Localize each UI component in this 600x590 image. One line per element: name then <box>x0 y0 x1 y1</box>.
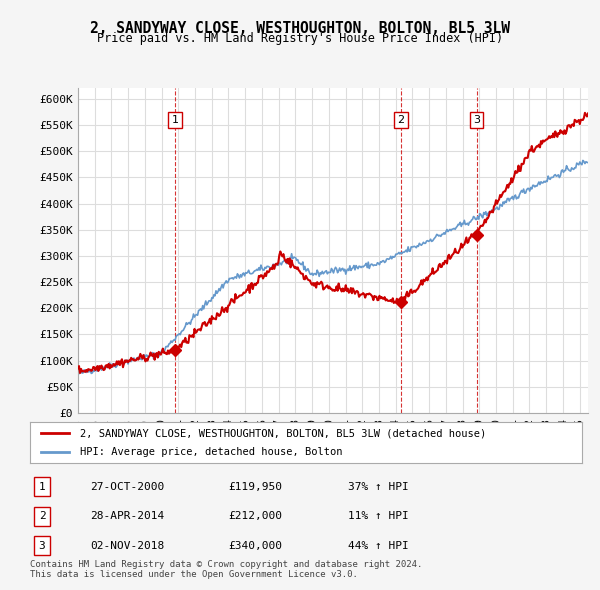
Text: 28-APR-2014: 28-APR-2014 <box>90 512 164 521</box>
Text: £340,000: £340,000 <box>228 541 282 550</box>
Text: 2: 2 <box>38 512 46 521</box>
Text: Price paid vs. HM Land Registry's House Price Index (HPI): Price paid vs. HM Land Registry's House … <box>97 32 503 45</box>
Text: 3: 3 <box>473 115 480 125</box>
Text: 11% ↑ HPI: 11% ↑ HPI <box>348 512 409 521</box>
Text: 2: 2 <box>397 115 404 125</box>
Text: 02-NOV-2018: 02-NOV-2018 <box>90 541 164 550</box>
Text: 44% ↑ HPI: 44% ↑ HPI <box>348 541 409 550</box>
Text: £119,950: £119,950 <box>228 482 282 491</box>
Text: 2, SANDYWAY CLOSE, WESTHOUGHTON, BOLTON, BL5 3LW (detached house): 2, SANDYWAY CLOSE, WESTHOUGHTON, BOLTON,… <box>80 428 486 438</box>
Text: 1: 1 <box>38 482 46 491</box>
Text: 37% ↑ HPI: 37% ↑ HPI <box>348 482 409 491</box>
Text: 3: 3 <box>38 541 46 550</box>
Text: £212,000: £212,000 <box>228 512 282 521</box>
Text: 2, SANDYWAY CLOSE, WESTHOUGHTON, BOLTON, BL5 3LW: 2, SANDYWAY CLOSE, WESTHOUGHTON, BOLTON,… <box>90 21 510 35</box>
Text: Contains HM Land Registry data © Crown copyright and database right 2024.
This d: Contains HM Land Registry data © Crown c… <box>30 560 422 579</box>
Text: HPI: Average price, detached house, Bolton: HPI: Average price, detached house, Bolt… <box>80 447 342 457</box>
Text: 1: 1 <box>172 115 179 125</box>
Text: 27-OCT-2000: 27-OCT-2000 <box>90 482 164 491</box>
